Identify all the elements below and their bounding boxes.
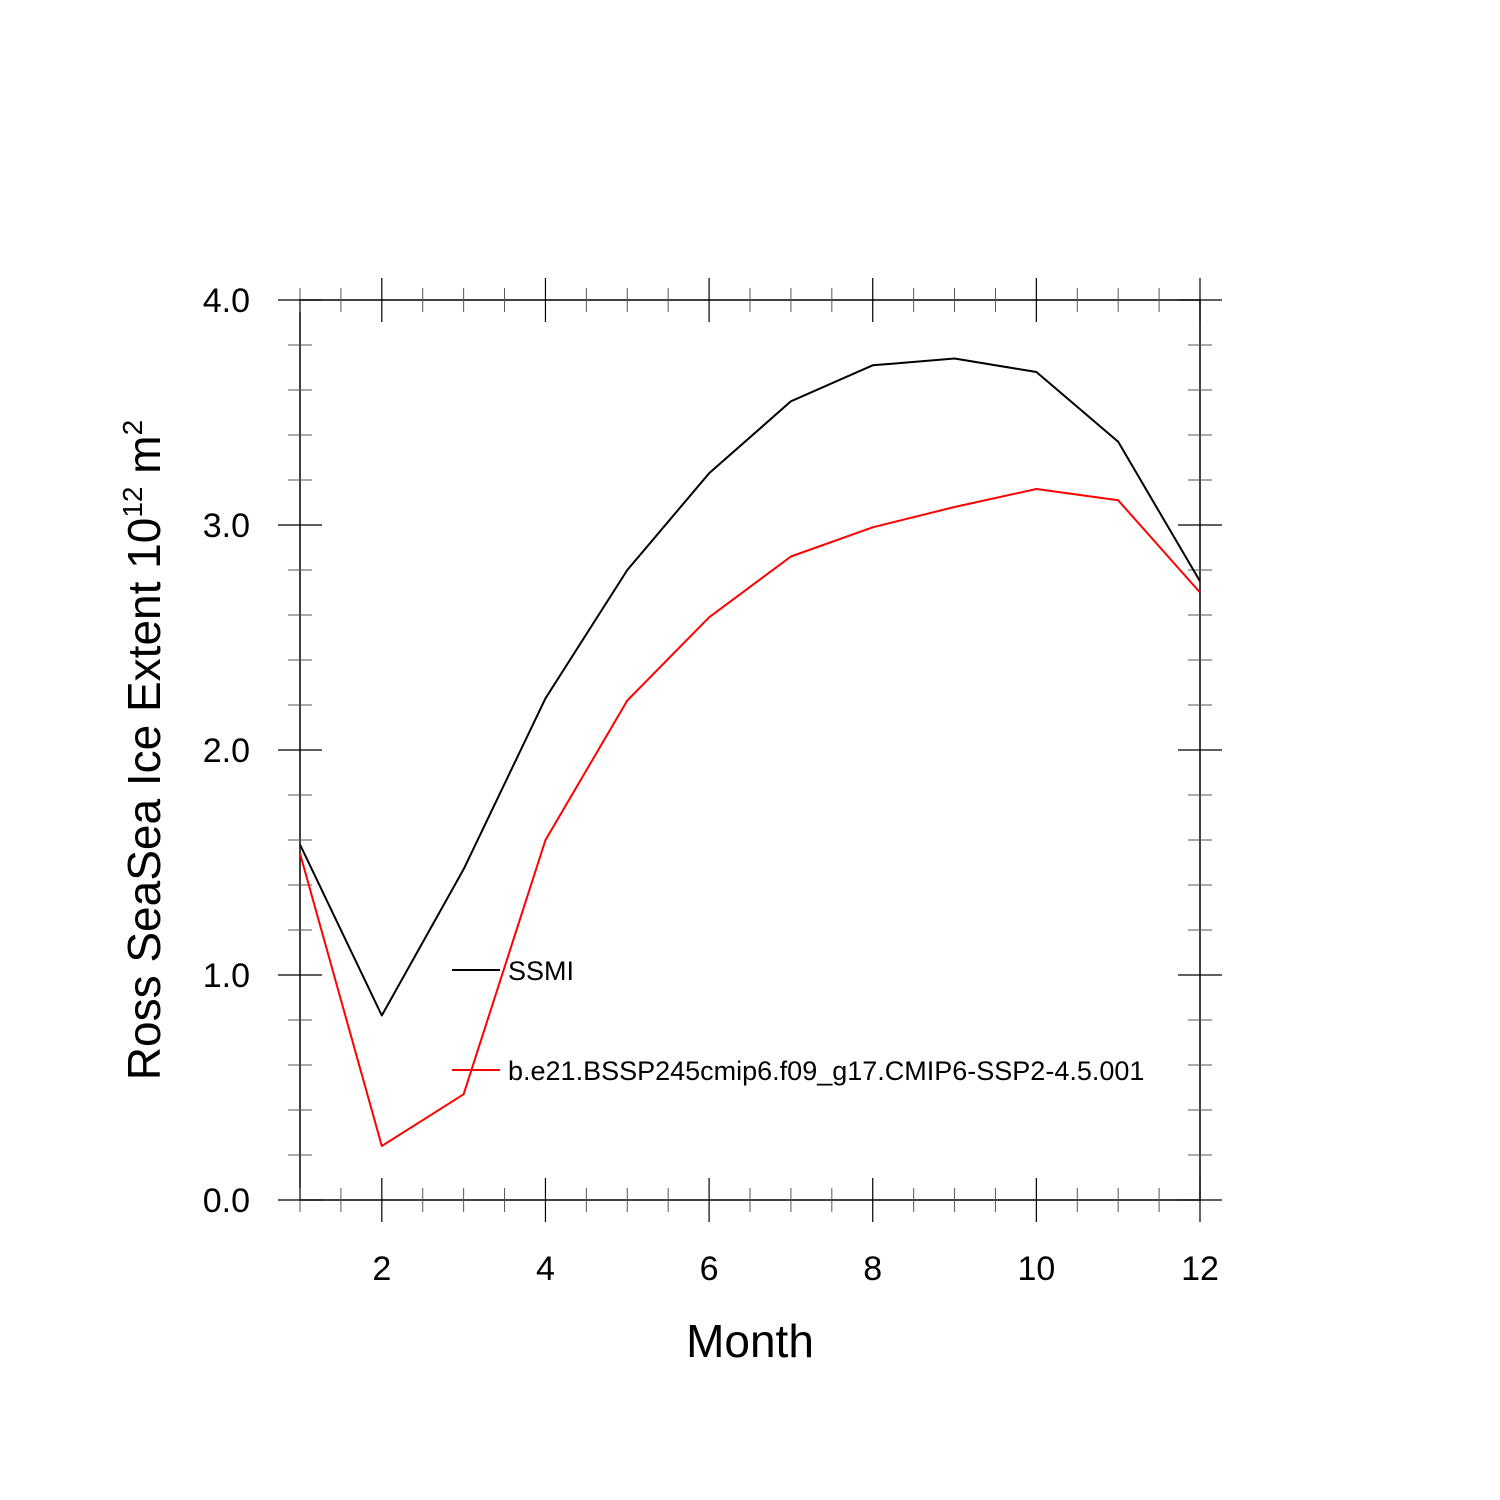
series-line-2	[299, 488, 1201, 1147]
y-axis-title: Ross SeaSea Ice Extent 1012 m2	[117, 420, 170, 1080]
x-axis-title: Month	[686, 1315, 814, 1367]
y-axis-title-unit-exponent: 2	[117, 420, 148, 436]
x-tick-label: 2	[372, 1250, 391, 1288]
y-tick-label: 1.0	[203, 957, 250, 995]
y-axis-title-exponent: 12	[117, 486, 148, 517]
y-tick-label: 4.0	[203, 282, 250, 320]
x-tick-label: 8	[863, 1250, 882, 1288]
axis-tick-labels: 2 4 6 8 10 12 0.0 1.0 2.0 3.0 4.0	[203, 282, 1219, 1288]
x-tick-label: 4	[536, 1250, 555, 1288]
y-axis-title-text: Ross SeaSea Ice Extent 10	[118, 518, 170, 1081]
axis-ticks	[278, 278, 1222, 1222]
y-tick-label: 0.0	[203, 1182, 250, 1220]
legend-label-2: b.e21.BSSP245cmip6.f09_g17.CMIP6-SSP2-4.…	[508, 1056, 1144, 1086]
y-axis-title-unit: m	[118, 435, 170, 486]
series-line-1	[299, 357, 1201, 1017]
x-tick-label: 6	[700, 1250, 719, 1288]
legend-label-1: SSMI	[508, 956, 574, 986]
x-tick-label: 10	[1017, 1250, 1055, 1288]
y-tick-label: 3.0	[203, 507, 250, 545]
x-tick-label: 12	[1181, 1250, 1219, 1288]
legend: SSMI b.e21.BSSP245cmip6.f09_g17.CMIP6-SSP…	[452, 956, 1144, 1086]
y-tick-label: 2.0	[203, 732, 250, 770]
series-lines	[299, 357, 1201, 1147]
